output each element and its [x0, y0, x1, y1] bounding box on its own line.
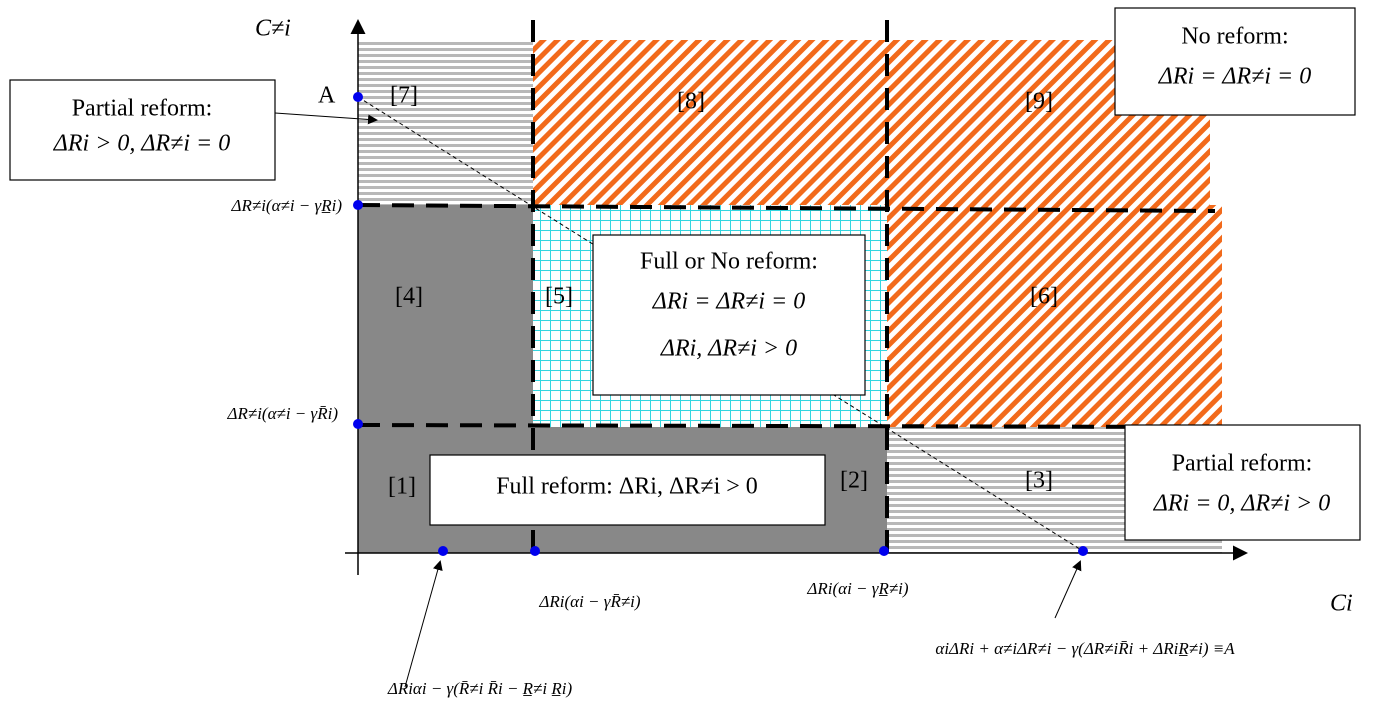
region-label: [5]	[545, 284, 573, 310]
point	[353, 92, 363, 102]
box-text: ΔRi, ΔR≠i > 0	[660, 336, 797, 362]
region-4	[358, 205, 533, 427]
region-label: [8]	[677, 89, 705, 115]
box-text: ΔRi > 0, ΔR≠i = 0	[53, 131, 230, 157]
box-text: No reform:	[1181, 24, 1288, 50]
region-label: [1]	[388, 474, 416, 500]
point	[353, 419, 363, 429]
x-point-label: ΔRi(αi − γR̲≠i)	[806, 579, 909, 598]
region-label: [2]	[840, 468, 868, 494]
point	[1078, 546, 1088, 556]
box	[1114, 7, 1356, 116]
x-axis-label: Ci	[1330, 591, 1353, 617]
box	[429, 454, 826, 526]
region-label: [4]	[395, 284, 423, 310]
x-point-label: αiΔRi + α≠iΔR≠i − γ(ΔR≠iR̄i + ΔRiR̲≠i) ≡…	[935, 639, 1235, 658]
box	[9, 79, 276, 181]
point	[353, 200, 363, 210]
region-label: [3]	[1025, 468, 1053, 494]
x-point-label: ΔRiαi − γ(R̄≠i R̄i − R̲≠i R̲i)	[387, 679, 573, 698]
box-text: Partial reform:	[72, 96, 213, 122]
arrow	[274, 112, 378, 125]
arrow	[1054, 560, 1082, 619]
region-8	[533, 40, 887, 205]
x-point-label: ΔRi(αi − γR̄≠i)	[538, 592, 641, 611]
region-label: [7]	[390, 83, 418, 109]
box	[1124, 424, 1361, 541]
y-point-label: ΔR≠i(α≠i − γR̲i)	[231, 196, 343, 215]
point	[438, 546, 448, 556]
box-text: Full or No reform:	[640, 249, 818, 275]
region-labels: [1] [2] [3] [4] [5] [6] [7] [8] [9]	[388, 83, 1058, 500]
point	[530, 546, 540, 556]
region-6	[887, 205, 1222, 427]
region-label: [9]	[1025, 89, 1053, 115]
point	[879, 546, 889, 556]
points	[353, 92, 1088, 556]
boundary	[357, 423, 1223, 429]
region-label: [6]	[1030, 284, 1058, 310]
y-point-label: ΔR≠i(α≠i − γR̄i)	[227, 404, 339, 423]
box-text: ΔRi = ΔR≠i = 0	[1158, 64, 1311, 90]
box-text: Full reform: ΔRi, ΔR≠i > 0	[496, 474, 758, 500]
point-label: A	[318, 83, 336, 109]
box-text: ΔRi = ΔR≠i = 0	[652, 289, 805, 315]
box	[592, 234, 866, 396]
box-text: ΔRi = 0, ΔR≠i > 0	[1153, 491, 1330, 517]
arrow	[404, 560, 443, 688]
boundary	[357, 203, 1216, 213]
y-axis-label: C≠i	[255, 16, 291, 42]
region-7	[358, 40, 533, 205]
box-text: Partial reform:	[1172, 451, 1313, 477]
